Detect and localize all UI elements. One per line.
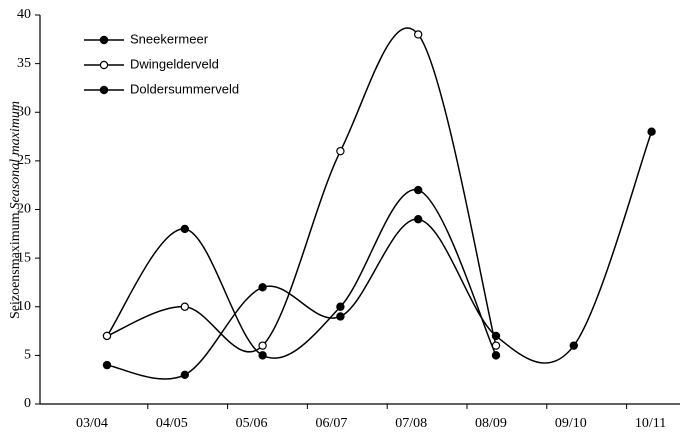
y-tick-label: 30: [17, 104, 31, 119]
legend-marker: [99, 35, 109, 45]
marker: [336, 312, 345, 321]
marker: [102, 360, 112, 370]
y-label-italic: Seasonal maximum: [8, 101, 23, 210]
x-tick-label: 05/06: [236, 416, 268, 431]
y-tick-label: 10: [17, 299, 31, 314]
y-tick-label: 5: [24, 348, 31, 363]
marker: [491, 331, 501, 341]
marker: [180, 224, 189, 234]
series-line: [106, 131, 653, 380]
marker: [414, 215, 423, 224]
marker: [180, 370, 189, 380]
y-tick-label: 15: [17, 250, 31, 265]
x-tick-label: 08/09: [475, 416, 507, 431]
legend-marker: [99, 85, 109, 95]
series-line: [106, 189, 497, 359]
y-tick-label: 0: [24, 396, 31, 411]
x-tick-label: 04/05: [156, 416, 188, 431]
marker: [647, 127, 656, 136]
y-tick-label: 20: [17, 202, 31, 217]
marker: [569, 341, 579, 350]
x-tick-label: 07/08: [395, 416, 427, 431]
marker: [414, 30, 423, 39]
marker: [258, 351, 267, 360]
legend-marker: [99, 60, 109, 70]
legend-label: Dwingelderveld: [130, 56, 219, 71]
y-axis-label: Seizoensmaximum Seasonal maximum: [8, 101, 23, 319]
marker: [336, 302, 345, 311]
x-tick-label: 09/10: [555, 416, 587, 431]
y-label: Seizoensmaximum: [8, 212, 23, 319]
x-tick-label: 10/11: [635, 416, 666, 431]
marker: [414, 185, 423, 195]
y-tick-label: 35: [17, 56, 31, 71]
marker: [258, 341, 267, 350]
marker: [491, 341, 501, 350]
marker: [102, 331, 112, 341]
marker: [258, 283, 267, 292]
x-tick-label: 03/04: [76, 416, 108, 431]
y-tick-label: 25: [17, 153, 31, 168]
marker: [491, 351, 501, 360]
marker: [180, 302, 189, 311]
legend: Sneekermeer Dwingelderveld Doldersummervel…: [84, 31, 239, 96]
x-tick-label: 06/07: [315, 416, 347, 431]
legend-label: Sneekermeer: [130, 31, 209, 46]
legend-label: Doldersummerveld: [130, 81, 239, 96]
y-tick-label: 40: [17, 7, 31, 22]
marker: [336, 146, 345, 156]
